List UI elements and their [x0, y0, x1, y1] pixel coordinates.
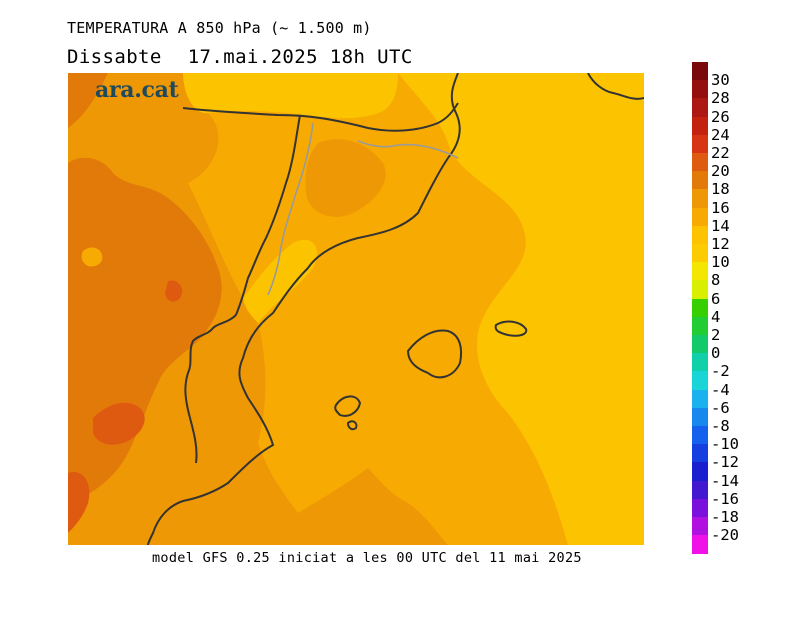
legend-label: 18 [711, 180, 730, 199]
band-14-16-central [305, 139, 386, 217]
legend-label: 16 [711, 198, 730, 217]
legend-swatch [692, 171, 708, 190]
temperature-field-svg [68, 73, 644, 545]
legend-swatch [692, 371, 708, 391]
legend-swatch [692, 535, 708, 554]
legend-label: -4 [711, 380, 730, 399]
legend-swatch [692, 280, 708, 300]
legend-label: -12 [711, 453, 739, 472]
band-18-20-c [165, 280, 183, 302]
legend-label: -20 [711, 526, 739, 545]
map-datetime: 17.mai.2025 18h UTC [187, 46, 413, 68]
legend-swatch [692, 426, 708, 445]
coast-formentera [346, 420, 358, 431]
model-note: model GFS 0.25 iniciat a les 00 UTC del … [152, 550, 582, 566]
legend-label: 24 [711, 125, 730, 144]
legend-swatch [692, 225, 708, 245]
border-aragon-catalonia [235, 114, 301, 316]
coast-menorca [494, 320, 528, 337]
legend-swatch [692, 498, 708, 518]
ara-cat-logo: ara.cat [95, 77, 179, 103]
legend-swatch [692, 316, 708, 336]
temperature-legend: 30 28 26 24 22 20 18 16 14 12 10 8 6 4 2 0 -2 -4 -6 -8 -10 -1… [692, 62, 792, 556]
legend-label: 0 [711, 344, 721, 363]
legend-label: 10 [711, 253, 730, 272]
legend-label: -14 [711, 471, 739, 490]
legend-swatch [692, 262, 708, 281]
band-10-12-east [398, 73, 644, 545]
legend-swatch [692, 98, 708, 118]
legend-label: -6 [711, 398, 730, 417]
border-valencia-aragon [184, 314, 237, 464]
band-10-12-spot [81, 247, 103, 267]
temperature-map [68, 73, 644, 545]
legend-label: -8 [711, 417, 730, 435]
legend-swatch [692, 207, 708, 227]
map-title: TEMPERATURA A 850 hPa (~ 1.500 m) [67, 19, 372, 37]
legend-swatch [692, 517, 708, 536]
coastline-catalonia-valencia [147, 73, 461, 545]
band-18-20-a [93, 402, 145, 445]
legend-label: 12 [711, 235, 730, 253]
legend-label: 28 [711, 89, 730, 108]
band-10-12-ebre [243, 239, 317, 323]
legend-label: 26 [711, 107, 730, 126]
legend-label: 14 [711, 216, 730, 235]
admin-borders [267, 122, 459, 296]
legend-label: -10 [711, 435, 739, 454]
legend-label: 30 [711, 71, 730, 90]
coast-mallorca [406, 329, 463, 379]
coast-france-gulf [587, 73, 644, 100]
legend-swatch [692, 189, 708, 209]
legend-swatch [692, 244, 708, 263]
map-timestamp: Dissabte 17.mai.2025 18h UTC [67, 46, 439, 68]
legend-label: 20 [711, 162, 730, 181]
border-france-spain [182, 102, 459, 132]
legend-label: 2 [711, 326, 721, 344]
legend-label: 8 [711, 271, 721, 290]
legend-swatch [692, 153, 708, 172]
legend-label: 6 [711, 289, 721, 308]
legend-swatch [692, 335, 708, 354]
legend-label: -16 [711, 489, 739, 508]
legend-swatch [692, 80, 708, 99]
legend-label: -2 [711, 362, 730, 381]
legend-swatch [692, 116, 708, 136]
legend-swatch [692, 480, 708, 500]
coastlines [147, 73, 644, 545]
band-14-16-west [68, 73, 448, 545]
legend-label: -18 [711, 508, 739, 526]
coast-eivissa [334, 395, 362, 417]
legend-swatch [692, 462, 708, 482]
map-day: Dissabte [67, 46, 162, 68]
band-10-12-north [183, 73, 398, 119]
legend-label: 4 [711, 307, 721, 326]
legend-swatch [692, 353, 708, 372]
legend-swatch [692, 134, 708, 154]
legend-swatch [692, 298, 708, 318]
legend-swatch [692, 407, 708, 427]
legend-swatch [692, 389, 708, 409]
band-18-20-b [68, 472, 90, 533]
band-16-18-north-strip [68, 73, 108, 128]
legend-swatch [692, 62, 708, 81]
legend-swatch [692, 444, 708, 463]
legend-label: 22 [711, 144, 730, 162]
